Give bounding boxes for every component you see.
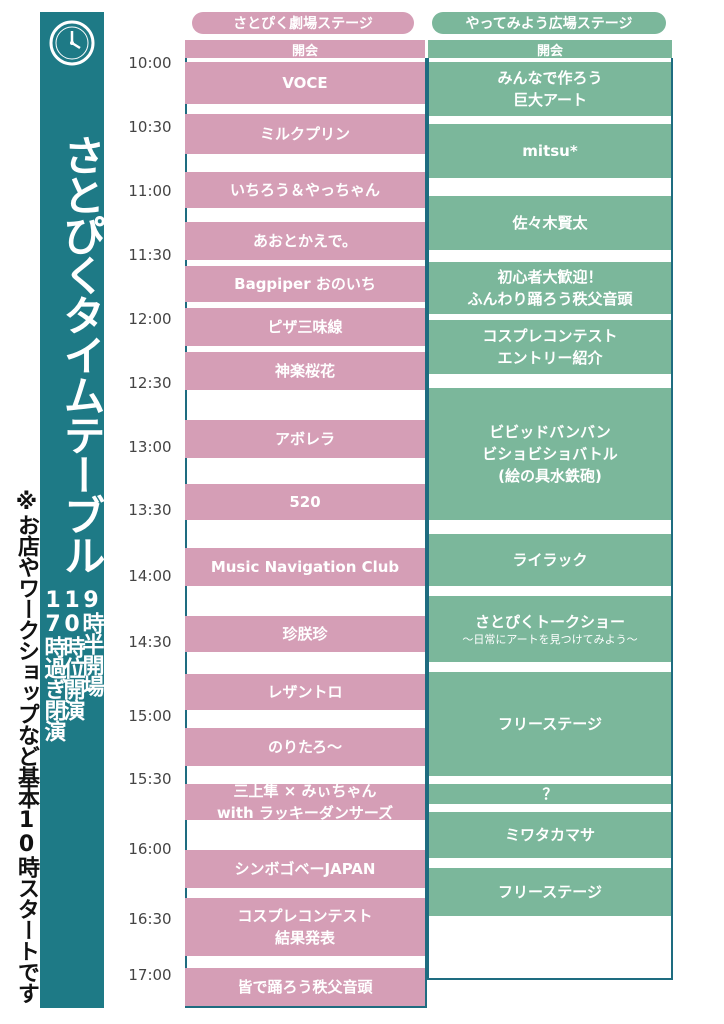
time-label: 11:00 — [128, 182, 172, 200]
right-stage-block: さとぴくトークショー ～日常にアートを見つけてみよう～ — [429, 596, 671, 662]
time-label: 10:00 — [128, 54, 172, 72]
title-sidebar — [40, 12, 104, 1008]
time-label: 13:00 — [128, 438, 172, 456]
act-name: ミルクプリン — [259, 125, 350, 143]
time-label: 17:00 — [128, 966, 172, 984]
footnote: ※お店やワークショップなど基本10時スタートです — [14, 490, 39, 1003]
left-stage-block: 皆で踊ろう秩父音頭 — [185, 968, 425, 1006]
left-stage-block: あおとかえで。 — [185, 222, 425, 260]
act-name: 神楽桜花 — [274, 362, 335, 380]
left-stage-block: レザントロ — [185, 674, 425, 710]
act-name: フリーステージ — [498, 715, 602, 733]
right-opening: 開会 — [428, 40, 672, 59]
right-stage-block: ライラック — [429, 534, 671, 586]
act-name: ビビッドバンバン — [489, 423, 611, 441]
act-name: 皆で踊ろう秩父音頭 — [237, 978, 373, 996]
left-stage-block: 三上隼 × みぃちゃん with ラッキーダンサーズ — [185, 782, 425, 822]
act-name: ビショビショバトル — [482, 445, 618, 463]
left-column — [185, 58, 427, 1008]
left-stage-block: Bagpiper おのいち — [185, 266, 425, 302]
act-name: みんなで作ろう — [497, 69, 603, 87]
left-stage-block: VOCE — [185, 62, 425, 104]
page-title: さとぴくタイムテーブル — [57, 134, 106, 574]
left-stage-block: 520 — [185, 484, 425, 520]
time-label: 10:30 — [128, 118, 172, 136]
left-opening: 開会 — [185, 40, 425, 59]
act-name: さとぴくトークショー — [474, 613, 625, 631]
left-stage-block: のりたろ～ — [185, 728, 425, 766]
right-stage-block: フリーステージ — [429, 868, 671, 916]
right-stage-block: コスプレコンテスト エントリー紹介 — [429, 320, 671, 374]
act-name: ふんわり踊ろう秩父音頭 — [467, 290, 633, 308]
left-stage-block: 神楽桜花 — [185, 352, 425, 390]
right-stage-block: フリーステージ — [429, 672, 671, 776]
time-label: 12:30 — [128, 374, 172, 392]
left-stage-block: ピザ三味線 — [185, 308, 425, 346]
act-name: エントリー紹介 — [497, 349, 603, 367]
act-name: アボレラ — [274, 430, 335, 448]
act-name: 巨大アート — [512, 91, 588, 109]
act-name: のりたろ～ — [267, 738, 343, 756]
act-name: with ラッキーダンサーズ — [216, 804, 394, 822]
right-column — [427, 58, 673, 980]
act-name: 三上隼 × みぃちゃん — [233, 782, 377, 800]
left-stage-block: いちろう＆やっちゃん — [185, 172, 425, 208]
act-name: (絵の具水鉄砲) — [498, 467, 602, 485]
time-label: 14:00 — [128, 567, 172, 585]
time-label: 15:00 — [128, 707, 172, 725]
left-stage-block: アボレラ — [185, 420, 425, 458]
right-stage-block: みんなで作ろう 巨大アート — [429, 62, 671, 116]
act-name: ？ — [542, 785, 558, 803]
act-name: mitsu* — [522, 142, 578, 160]
act-name: いちろう＆やっちゃん — [229, 181, 380, 199]
time-label: 12:00 — [128, 310, 172, 328]
left-stage-block: シンボゴベーJAPAN — [185, 850, 425, 888]
right-stage-block: 初心者大歓迎！ ふんわり踊ろう秩父音頭 — [429, 262, 671, 314]
act-name: フリーステージ — [498, 883, 602, 901]
hours-line-0: 9時半開場 — [78, 588, 104, 696]
right-stage-tab: やってみよう広場ステージ — [432, 12, 666, 34]
time-label: 15:30 — [128, 770, 172, 788]
right-stage-block: ビビッドバンバン ビショビショバトル (絵の具水鉄砲) — [429, 388, 671, 520]
left-stage-tab: さとぴく劇場ステージ — [192, 12, 414, 34]
left-stage-block: Music Navigation Club — [185, 548, 425, 586]
act-name: 初心者大歓迎！ — [497, 268, 603, 286]
act-name: 520 — [289, 493, 321, 511]
act-name: レザントロ — [267, 683, 343, 701]
time-label: 16:00 — [128, 840, 172, 858]
right-stage-block: 佐々木賢太 — [429, 196, 671, 250]
act-name: VOCE — [282, 74, 328, 92]
act-name: シンボゴベーJAPAN — [234, 860, 376, 878]
act-name: 珍朕珍 — [282, 625, 328, 643]
right-stage-block: ミワタカマサ — [429, 812, 671, 858]
act-name: コスプレコンテスト — [482, 327, 618, 345]
right-stage-block: mitsu* — [429, 124, 671, 178]
left-stage-block: コスプレコンテスト 結果発表 — [185, 898, 425, 956]
hours-line-2: 17時過ぎ閉演 — [40, 588, 66, 741]
act-name: コスプレコンテスト — [237, 907, 373, 925]
hours-line-1: 10時位開演 — [59, 588, 85, 720]
act-name: 佐々木賢太 — [512, 214, 588, 232]
act-name: あおとかえで。 — [253, 232, 357, 250]
act-name: Bagpiper おのいち — [234, 275, 376, 293]
left-stage-block: 珍朕珍 — [185, 616, 425, 652]
time-label: 13:30 — [128, 501, 172, 519]
time-label: 11:30 — [128, 246, 172, 264]
act-name: ピザ三味線 — [267, 318, 343, 336]
act-name: ライラック — [512, 551, 588, 569]
clock-icon — [49, 20, 95, 66]
act-name: ミワタカマサ — [504, 826, 595, 844]
time-label: 14:30 — [128, 633, 172, 651]
left-stage-block: ミルクプリン — [185, 114, 425, 154]
act-name: 結果発表 — [274, 929, 335, 947]
act-subtitle: ～日常にアートを見つけてみよう～ — [462, 633, 638, 646]
time-label: 16:30 — [128, 910, 172, 928]
act-name: Music Navigation Club — [210, 558, 400, 576]
right-stage-block: ？ — [429, 784, 671, 804]
